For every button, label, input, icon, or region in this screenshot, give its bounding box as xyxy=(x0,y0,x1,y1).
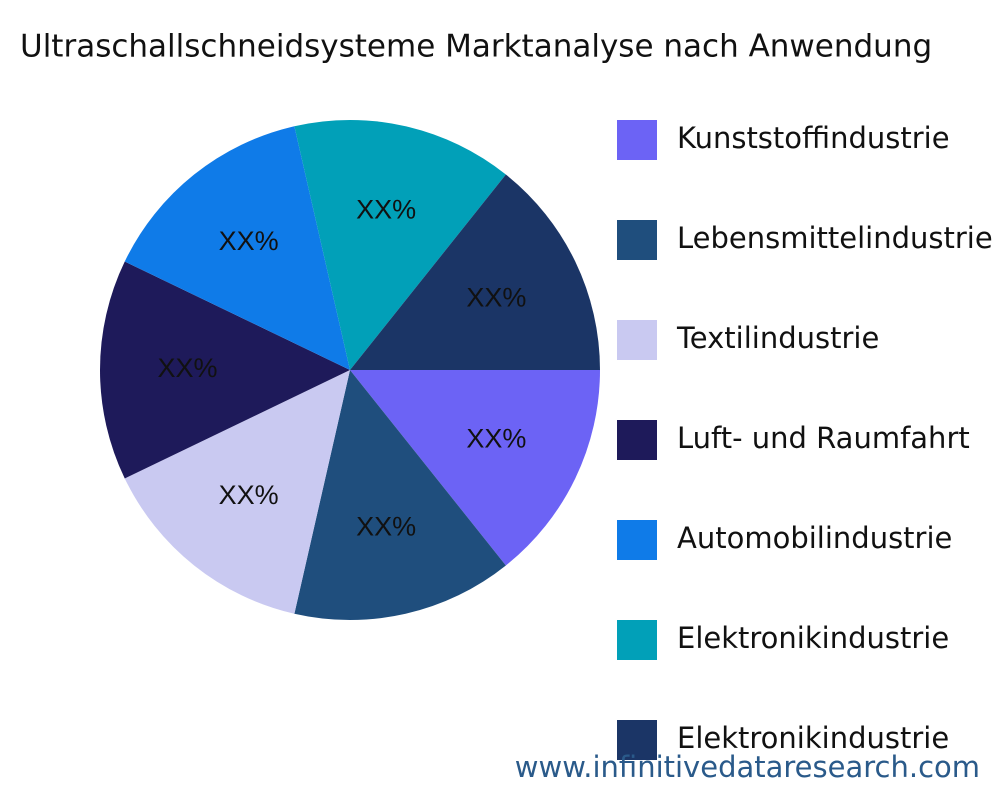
legend-label: Automobilindustrie xyxy=(677,521,952,555)
pie-slice xyxy=(294,370,506,621)
pie-slice xyxy=(124,126,350,370)
legend-swatch xyxy=(617,420,657,460)
value-label: XX% xyxy=(466,424,526,454)
value-label: XX% xyxy=(219,480,279,510)
value-label: XX% xyxy=(466,283,526,313)
value-label: XX% xyxy=(356,195,416,225)
legend-label: Lebensmittelindustrie xyxy=(677,221,993,255)
pie-slice xyxy=(99,261,350,479)
legend-label: Textilindustrie xyxy=(676,321,879,355)
legend-swatch xyxy=(617,720,657,760)
pie-slice xyxy=(124,370,350,614)
pie-slice xyxy=(350,174,600,370)
value-label: XX% xyxy=(157,353,217,383)
legend-label: Kunststoffindustrie xyxy=(677,121,950,155)
chart-title: Ultraschallschneidsysteme Marktanalyse n… xyxy=(20,29,932,65)
legend-swatch xyxy=(617,520,657,560)
value-label: XX% xyxy=(219,226,279,256)
watermark: www.infinitivedataresearch.com xyxy=(515,750,980,784)
legend-label: Luft- und Raumfahrt xyxy=(677,421,970,455)
value-label: XX% xyxy=(356,512,416,542)
legend-label: Elektronikindustrie xyxy=(677,721,949,755)
legend-swatch xyxy=(617,220,657,260)
pie-slice xyxy=(294,119,506,370)
legend-swatch xyxy=(617,120,657,160)
legend-label: Elektronikindustrie xyxy=(677,621,949,655)
pie-slice xyxy=(350,370,600,566)
legend-swatch xyxy=(617,320,657,360)
legend-swatch xyxy=(617,620,657,660)
